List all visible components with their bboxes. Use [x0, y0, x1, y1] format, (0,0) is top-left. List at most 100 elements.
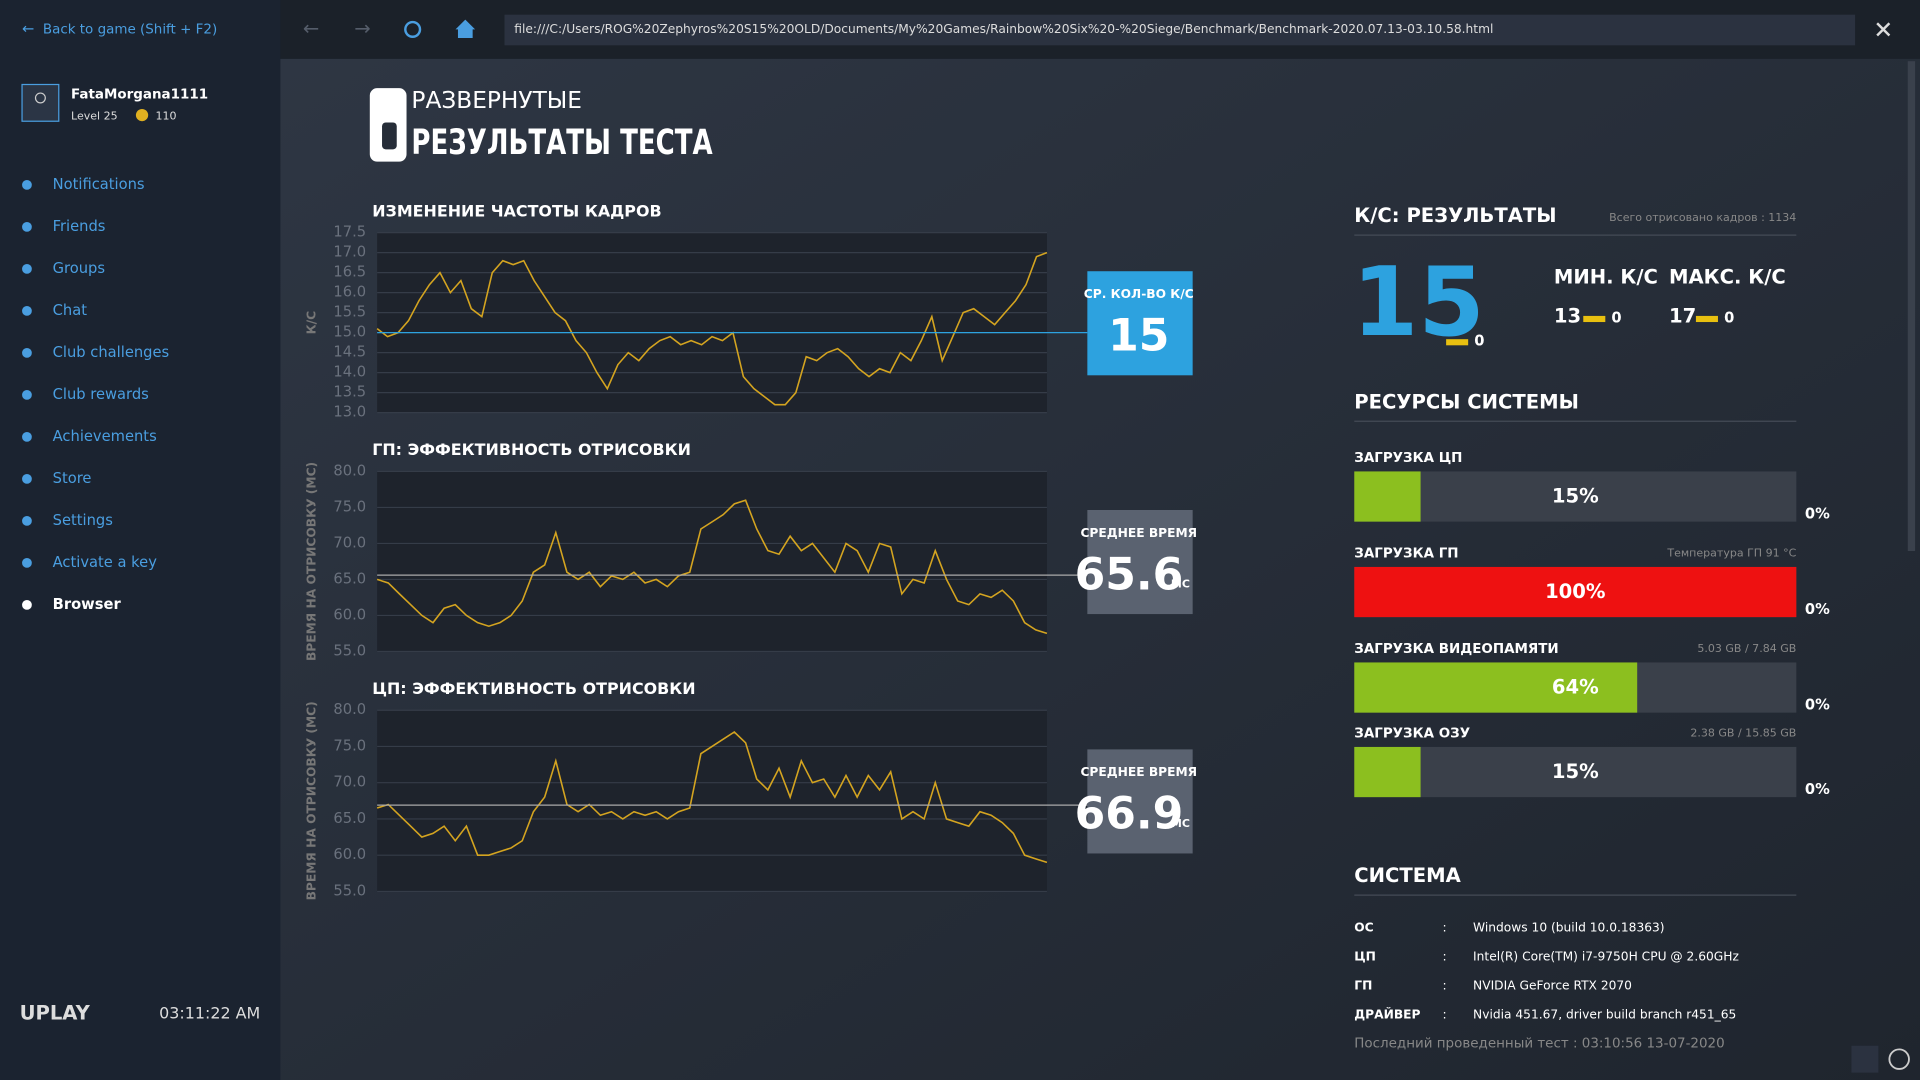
menu-icon	[22, 348, 32, 358]
menu-item[interactable]: Achievements	[53, 428, 157, 445]
menu-item[interactable]: Activate a key	[53, 554, 158, 571]
average-value: 15	[1108, 311, 1169, 362]
system-key: ГП	[1354, 979, 1372, 993]
bar	[1354, 662, 1638, 713]
y-tick-label: 75.0	[333, 737, 366, 754]
last-test: Последний проведенный тест : 03:10:56 13…	[1354, 1036, 1724, 1051]
min-label: МИН. К/С	[1554, 265, 1658, 288]
system-key: ЦП	[1354, 950, 1376, 964]
bar-value-label: 15%	[1552, 760, 1599, 783]
max-label: МАКС. К/С	[1669, 265, 1786, 288]
menu-item[interactable]: Settings	[53, 512, 113, 529]
header-line1: РАЗВЕРНУТЫЕ	[411, 87, 582, 114]
system-value: Intel(R) Core(TM) i7-9750H CPU @ 2.60GHz	[1473, 950, 1739, 964]
back-link[interactable]: Back to game (Shift + F2)	[43, 22, 217, 37]
avatar-icon	[34, 92, 46, 104]
data-line	[376, 730, 1048, 864]
system-separator: :	[1442, 1008, 1446, 1022]
resource-label: ЗАГРУЗКА ЦП	[1354, 451, 1462, 466]
menu-icon	[22, 474, 32, 484]
chart-title: ЦП: ЭФФЕКТИВНОСТЬ ОТРИСОВКИ	[372, 679, 695, 698]
bar-track	[1354, 471, 1797, 522]
system-separator: :	[1442, 921, 1446, 935]
bar-value-label: 64%	[1552, 676, 1599, 699]
menu-item[interactable]: Groups	[53, 260, 105, 277]
bar	[1354, 471, 1421, 522]
url-box[interactable]	[504, 14, 1856, 46]
bar-value-label: 15%	[1552, 485, 1599, 508]
data-line	[376, 499, 1048, 635]
sync-button[interactable]	[1888, 1048, 1910, 1070]
average-unit: МС	[1171, 817, 1190, 830]
average-label: СРЕДНЕЕ ВРЕМЯ	[1080, 526, 1197, 540]
menu-item[interactable]: Friends	[53, 218, 106, 235]
y-tick-label: 55.0	[333, 642, 366, 659]
menu-item[interactable]: Club rewards	[53, 386, 149, 403]
y-tick-label: 70.0	[333, 774, 366, 791]
system-key: ОС	[1354, 921, 1373, 935]
resource-info: Температура ГП 91 °C	[1666, 546, 1796, 559]
menu-item[interactable]: Club challenges	[53, 344, 170, 361]
y-axis-label: К/С	[305, 311, 319, 334]
max-value: 17	[1669, 305, 1696, 328]
uplay-logo: UPLAY	[20, 1001, 91, 1024]
home-button[interactable]	[455, 19, 476, 38]
average-badge	[1087, 510, 1193, 615]
avg-delta: 0	[1474, 333, 1484, 350]
forward-button[interactable]: →	[354, 17, 370, 40]
scrollbar[interactable]	[1907, 61, 1916, 552]
system-value: Nvidia 451.67, driver build branch r451_…	[1473, 1008, 1736, 1022]
system-separator: :	[1442, 979, 1446, 993]
y-tick-label: 60.0	[333, 846, 366, 863]
header-line2: РЕЗУЛЬТАТЫ ТЕСТА	[411, 123, 713, 163]
resource-label: ЗАГРУЗКА ГП	[1354, 546, 1458, 561]
menu-icon	[22, 600, 32, 610]
reload-button[interactable]	[404, 20, 422, 38]
system-separator: :	[1442, 950, 1446, 964]
min-delta: 0	[1611, 309, 1621, 326]
close-button[interactable]	[1876, 22, 1891, 37]
delta-label: 0%	[1805, 601, 1830, 618]
menu-icon	[22, 222, 32, 232]
total-frames: Всего отрисовано кадров : 1134	[1609, 211, 1796, 224]
y-tick-label: 70.0	[333, 534, 366, 551]
delta-dash	[1446, 339, 1469, 346]
coin-icon	[135, 108, 149, 122]
chart-title: ГП: ЭФФЕКТИВНОСТЬ ОТРИСОВКИ	[372, 440, 691, 459]
max-delta: 0	[1724, 309, 1734, 326]
y-tick-label: 60.0	[333, 606, 366, 623]
average-value: 66.9	[1075, 789, 1184, 840]
menu-item[interactable]: Chat	[53, 302, 88, 319]
back-button[interactable]: ←	[303, 17, 319, 40]
average-label: СР. КОЛ-ВО К/С	[1084, 287, 1194, 301]
system-key: ДРАЙВЕР	[1354, 1007, 1420, 1022]
plot-area	[377, 710, 1047, 892]
y-tick-label: 17.0	[333, 244, 366, 261]
section-title: СИСТЕМА	[1354, 864, 1461, 887]
y-tick-label: 80.0	[333, 462, 366, 479]
mic-button[interactable]	[1851, 1045, 1879, 1073]
y-tick-label: 80.0	[333, 701, 366, 718]
menu-item[interactable]: Store	[53, 470, 92, 487]
menu-item[interactable]: Browser	[53, 596, 122, 613]
section-title: РЕСУРСЫ СИСТЕМЫ	[1354, 390, 1579, 413]
y-tick-label: 14.5	[333, 344, 366, 361]
average-label: СРЕДНЕЕ ВРЕМЯ	[1080, 765, 1197, 779]
menu-item[interactable]: Notifications	[53, 176, 145, 193]
level: Level 25	[71, 109, 118, 122]
back-arrow[interactable]: ←	[22, 20, 34, 37]
sidebar	[0, 0, 281, 1080]
url[interactable]: file:///C:/Users/ROG%20Zephyros%20S15%20…	[514, 22, 1493, 36]
menu-icon	[22, 558, 32, 568]
y-tick-label: 13.0	[333, 404, 366, 421]
delta-label: 0%	[1805, 781, 1830, 798]
data-line	[376, 251, 1048, 406]
bar-track	[1354, 746, 1797, 798]
delta-label: 0%	[1805, 696, 1830, 713]
y-tick-label: 16.5	[333, 264, 366, 281]
system-value: NVIDIA GeForce RTX 2070	[1473, 979, 1632, 993]
menu-icon	[22, 180, 32, 190]
y-tick-label: 65.0	[333, 810, 366, 827]
